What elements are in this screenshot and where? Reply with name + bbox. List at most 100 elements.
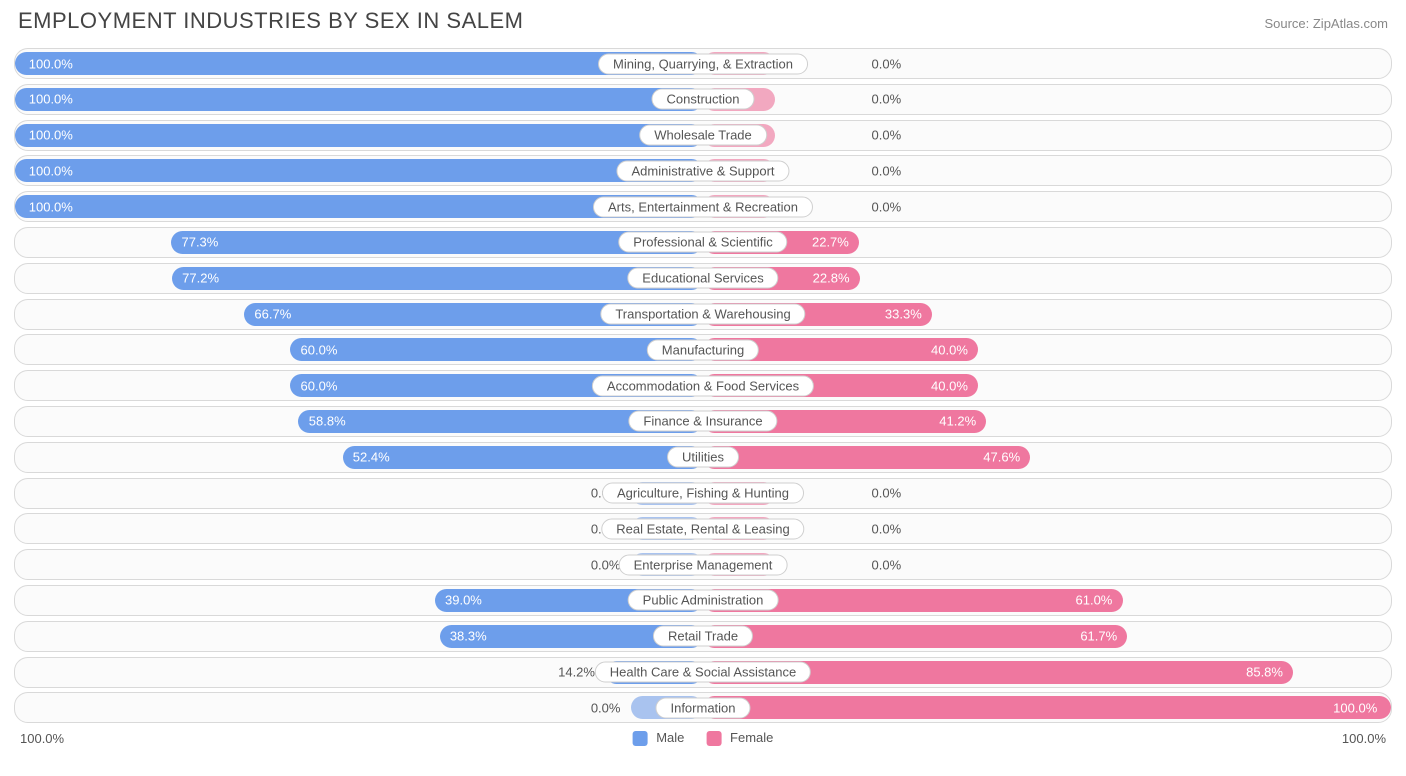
male-value: 100.0% — [29, 199, 73, 214]
female-value: 0.0% — [872, 92, 902, 107]
male-value: 100.0% — [29, 92, 73, 107]
male-value: 38.3% — [450, 629, 487, 644]
bar-row: 52.4% 47.6% Utilities — [14, 442, 1392, 473]
male-value: 0.0% — [591, 557, 621, 572]
female-value: 61.7% — [1080, 629, 1117, 644]
female-value: 33.3% — [885, 307, 922, 322]
category-pill: Accommodation & Food Services — [592, 375, 814, 396]
female-value: 61.0% — [1076, 593, 1113, 608]
bar-row: 60.0% 40.0% Manufacturing — [14, 334, 1392, 365]
legend-swatch-female — [706, 731, 721, 746]
male-half: 100.0% — [15, 85, 703, 114]
male-value: 77.3% — [181, 235, 218, 250]
male-value: 58.8% — [309, 414, 346, 429]
female-value: 40.0% — [931, 378, 968, 393]
category-pill: Finance & Insurance — [628, 411, 777, 432]
bar-row: 60.0% 40.0% Accommodation & Food Services — [14, 370, 1392, 401]
female-half: 22.7% — [703, 228, 1391, 257]
female-bar — [703, 696, 1391, 719]
bar-row: 77.2%22.8%Educational Services — [14, 263, 1392, 294]
bar-row: 100.0%0.0%Construction — [14, 84, 1392, 115]
bar-row: 58.8% 41.2%Finance & Insurance — [14, 406, 1392, 437]
category-pill: Manufacturing — [647, 339, 759, 360]
female-half: 47.6% — [703, 443, 1391, 472]
female-half: 100.0% — [703, 693, 1391, 722]
female-half: 61.0% — [703, 586, 1391, 615]
female-half: 0.0% — [703, 514, 1391, 543]
category-pill: Administrative & Support — [616, 160, 789, 181]
male-bar — [290, 338, 703, 361]
chart-header: EMPLOYMENT INDUSTRIES BY SEX IN SALEM So… — [14, 8, 1392, 34]
male-half: 58.8% — [15, 407, 703, 436]
male-value: 60.0% — [301, 342, 338, 357]
female-value: 0.0% — [872, 199, 902, 214]
bar-row: 100.0%0.0%Mining, Quarrying, & Extractio… — [14, 48, 1392, 79]
male-value: 52.4% — [353, 450, 390, 465]
category-pill: Wholesale Trade — [639, 125, 767, 146]
female-value: 22.8% — [813, 271, 850, 286]
female-half: 40.0% — [703, 335, 1391, 364]
female-value: 0.0% — [872, 128, 902, 143]
female-half: 0.0% — [703, 479, 1391, 508]
female-value: 0.0% — [872, 557, 902, 572]
male-value: 0.0% — [591, 700, 621, 715]
male-value: 66.7% — [254, 307, 291, 322]
female-value: 0.0% — [872, 56, 902, 71]
female-half: 22.8% — [703, 264, 1391, 293]
female-half: 61.7% — [703, 622, 1391, 651]
category-pill: Utilities — [667, 447, 739, 468]
axis-label-right: 100.0% — [1342, 731, 1386, 746]
male-bar — [172, 267, 703, 290]
bar-row: 0.0% 100.0% Information — [14, 692, 1392, 723]
bar-row: 77.3%22.7%Professional & Scientific — [14, 227, 1392, 258]
legend-swatch-male — [633, 731, 648, 746]
bar-row: 39.0% 61.0% Public Administration — [14, 585, 1392, 616]
female-value: 0.0% — [872, 163, 902, 178]
female-value: 40.0% — [931, 342, 968, 357]
chart-container: EMPLOYMENT INDUSTRIES BY SEX IN SALEM So… — [0, 0, 1406, 757]
bar-row: 0.0%0.0%Enterprise Management — [14, 549, 1392, 580]
male-half: 100.0% — [15, 121, 703, 150]
female-value: 0.0% — [872, 486, 902, 501]
chart-source: Source: ZipAtlas.com — [1264, 16, 1388, 31]
bar-row: 0.0%0.0%Real Estate, Rental & Leasing — [14, 513, 1392, 544]
male-half: 0.0% — [15, 550, 703, 579]
male-half: 52.4% — [15, 443, 703, 472]
male-half: 77.3% — [15, 228, 703, 257]
male-value: 77.2% — [182, 271, 219, 286]
bar-row: 14.2%85.8%Health Care & Social Assistanc… — [14, 657, 1392, 688]
male-half: 0.0% — [15, 479, 703, 508]
category-pill: Health Care & Social Assistance — [595, 662, 811, 683]
male-value: 100.0% — [29, 128, 73, 143]
female-bar — [703, 625, 1127, 648]
category-pill: Agriculture, Fishing & Hunting — [602, 483, 804, 504]
female-value: 85.8% — [1246, 665, 1283, 680]
female-bar — [703, 446, 1030, 469]
female-value: 47.6% — [983, 450, 1020, 465]
male-half: 77.2% — [15, 264, 703, 293]
female-half: 0.0% — [703, 156, 1391, 185]
bar-row: 38.3%61.7%Retail Trade — [14, 621, 1392, 652]
male-half: 0.0% — [15, 514, 703, 543]
female-half: 0.0% — [703, 85, 1391, 114]
male-value: 60.0% — [301, 378, 338, 393]
category-pill: Public Administration — [628, 590, 779, 611]
male-value: 100.0% — [29, 163, 73, 178]
bar-row: 100.0% 0.0% Wholesale Trade — [14, 120, 1392, 151]
male-half: 39.0% — [15, 586, 703, 615]
male-bar — [15, 159, 703, 182]
category-pill: Information — [655, 697, 750, 718]
category-pill: Transportation & Warehousing — [600, 304, 805, 325]
male-bar — [343, 446, 704, 469]
male-half: 60.0% — [15, 335, 703, 364]
female-value: 100.0% — [1333, 700, 1377, 715]
female-half: 33.3% — [703, 300, 1391, 329]
legend-label-female: Female — [730, 730, 773, 745]
female-half: 41.2% — [703, 407, 1391, 436]
legend-male: Male — [633, 730, 685, 746]
bar-row: 0.0%0.0%Agriculture, Fishing & Hunting — [14, 478, 1392, 509]
male-bar — [15, 88, 703, 111]
male-value: 100.0% — [29, 56, 73, 71]
legend-female: Female — [706, 730, 773, 746]
chart-rows: 100.0%0.0%Mining, Quarrying, & Extractio… — [14, 48, 1392, 723]
